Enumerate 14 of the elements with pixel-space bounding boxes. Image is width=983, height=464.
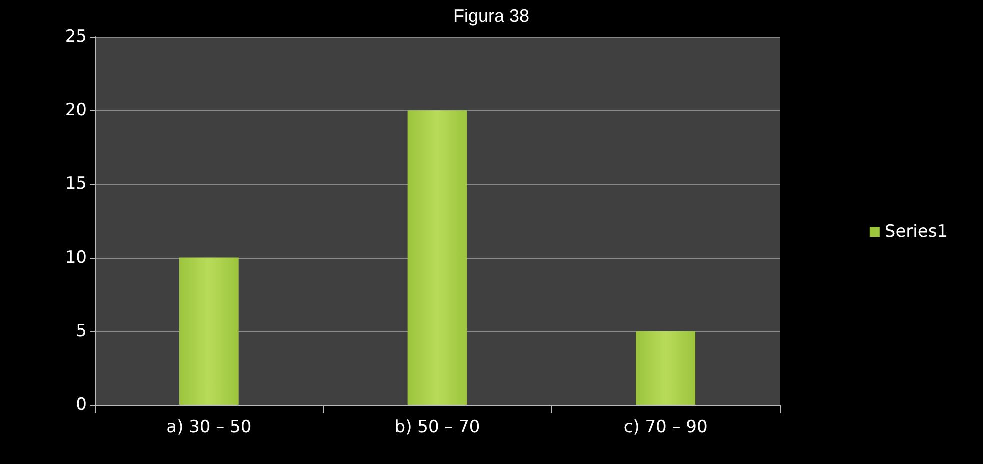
bar	[636, 331, 696, 405]
y-tick-label: 0	[76, 395, 87, 415]
x-tick-label: c) 70 – 90	[624, 418, 708, 438]
bar	[408, 110, 468, 405]
chart-title: Figura 38	[453, 6, 530, 26]
x-tick-label: b) 50 – 70	[394, 418, 480, 438]
y-tick-label: 20	[65, 100, 87, 121]
y-tick-label: 10	[65, 248, 87, 268]
bar	[179, 258, 239, 405]
legend-label: Series1	[884, 222, 948, 242]
y-tick-label: 5	[76, 321, 87, 342]
y-tick-label: 25	[65, 27, 87, 47]
x-tick-label: a) 30 – 50	[166, 418, 252, 438]
y-tick-label: 15	[65, 174, 87, 194]
